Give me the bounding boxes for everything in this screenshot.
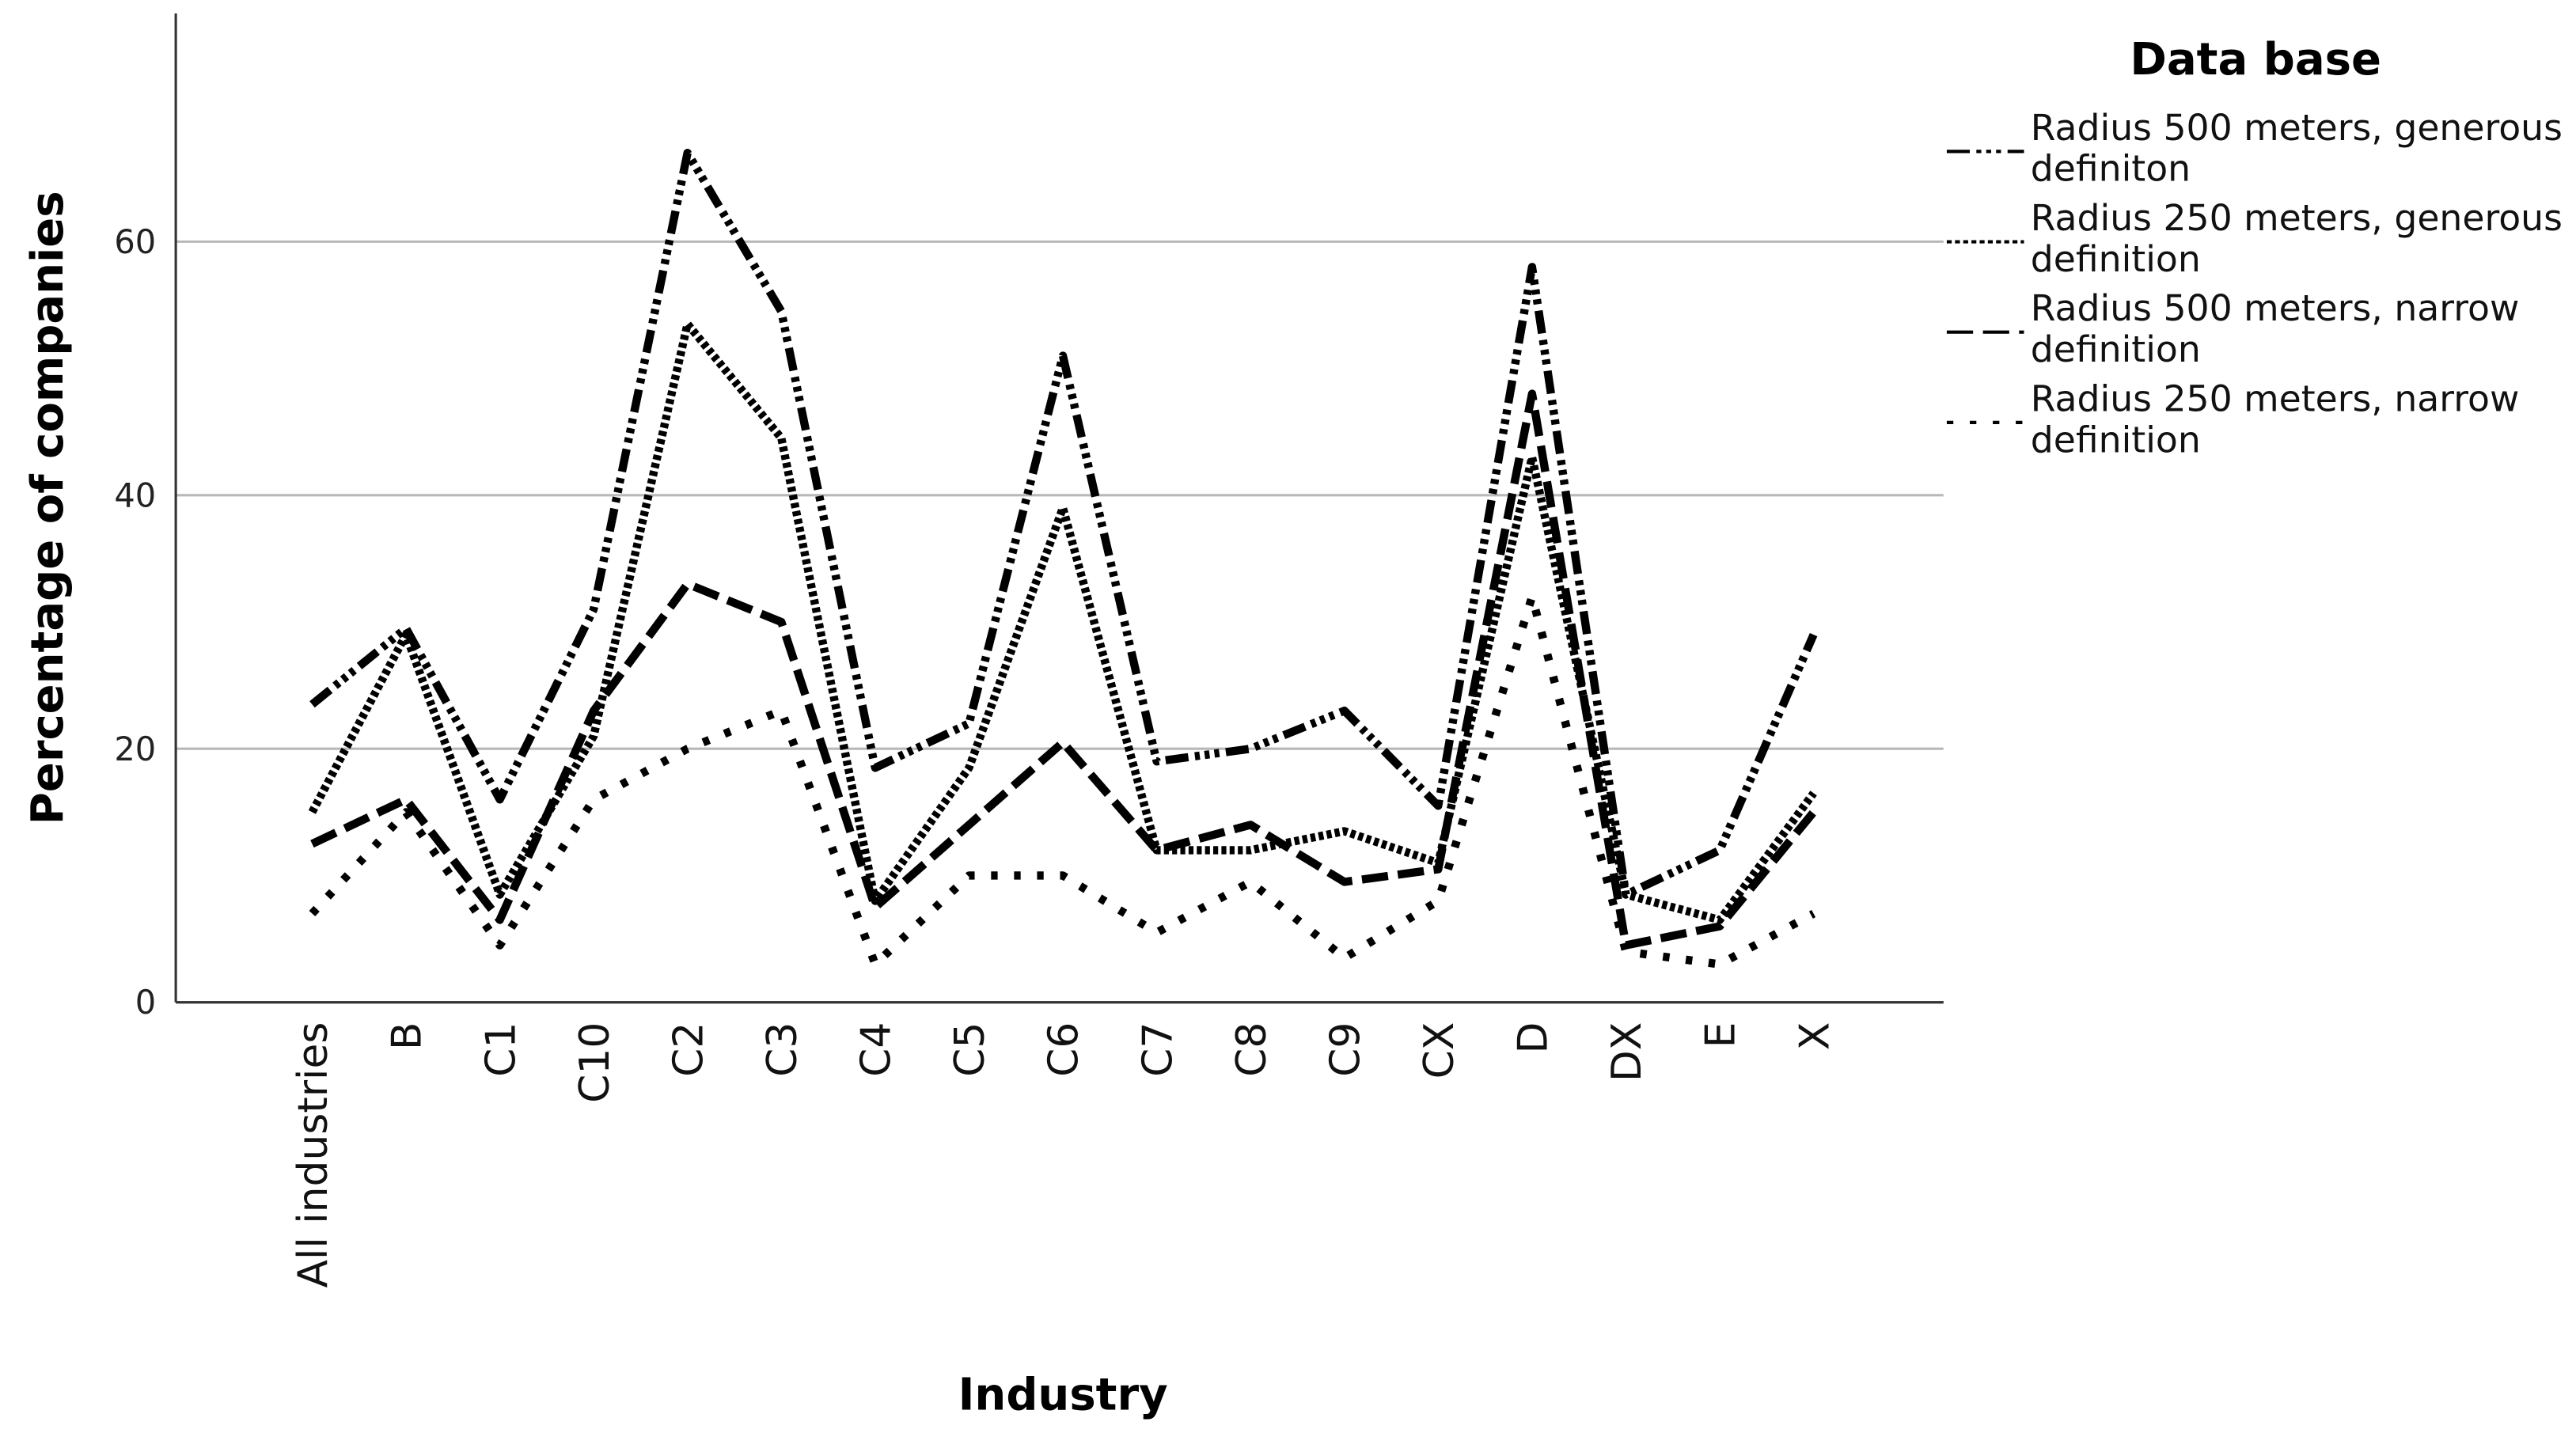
legend-title: Data base [2130,34,2381,85]
x-tick-label: E [1698,1022,1745,1048]
y-tick-label: 0 [135,983,156,1022]
legend-item: Radius 250 meters, generous definition [2030,199,2563,282]
x-tick-label: C9 [1322,1022,1369,1077]
x-tick-label: C1 [477,1022,525,1077]
y-tick-label: 40 [114,476,156,514]
series-line [309,592,1816,969]
x-tick-label: B [384,1022,431,1051]
legend-item: Radius 500 meters, narrow definition [2030,289,2520,372]
series-line [310,389,1817,950]
legend-label: Radius 500 meters, generous definiton [2030,108,2563,191]
y-tick-label: 60 [114,222,156,261]
x-tick-label: X [1791,1022,1838,1051]
x-tick-label: C10 [571,1022,619,1103]
legend-item: Radius 500 meters, generous definiton [2030,108,2563,191]
y-axis-label: Percentage of companies [22,191,74,825]
x-tick-label: C6 [1041,1022,1088,1077]
legend-item: Radius 250 meters, narrow definition [2030,379,2520,462]
x-tick-label: C2 [665,1022,712,1077]
x-tick-label: DX [1603,1022,1651,1082]
x-tick-label: C8 [1228,1022,1276,1077]
legend-label: Radius 250 meters, narrow definition [2030,379,2520,462]
series-line [309,149,1818,899]
x-tick-label: D [1510,1022,1557,1054]
legend-label: Radius 500 meters, narrow definition [2030,289,2520,372]
x-tick-label: C3 [759,1022,806,1077]
x-tick-label: C5 [947,1022,994,1077]
y-tick-label: 20 [114,730,156,768]
x-axis-label: Industry [958,1369,1168,1420]
legend-label: Radius 250 meters, generous definition [2030,199,2563,282]
x-tick-label: All industries [290,1022,337,1288]
x-tick-label: CX [1416,1022,1463,1079]
x-tick-label: C7 [1134,1022,1182,1077]
x-tick-label: C4 [853,1022,901,1077]
